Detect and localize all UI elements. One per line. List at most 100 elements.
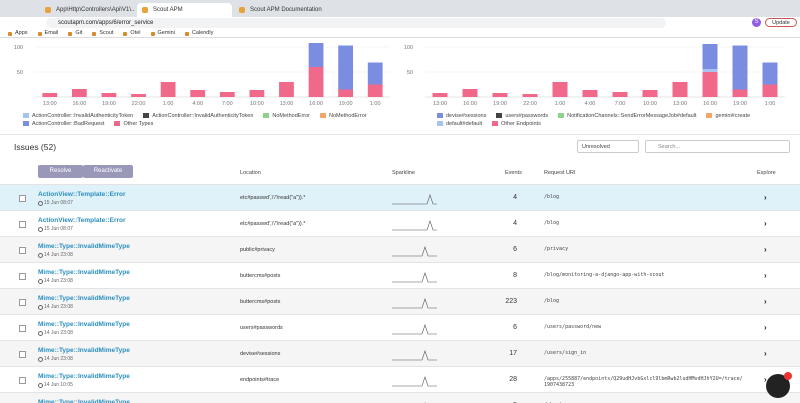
explore-arrow[interactable]: › <box>764 323 767 332</box>
x-tick-label: 19:00 <box>102 101 116 107</box>
request-uri: /blog <box>544 194 560 200</box>
event-count: 4 <box>513 220 517 227</box>
tab[interactable]: Scout APM Documentation <box>234 3 329 17</box>
issue-date: 15 Jun 08:07 <box>38 200 73 206</box>
tab[interactable]: Scout APM <box>137 3 232 17</box>
issue-name[interactable]: Mime::Type::InvalidMimeType <box>38 295 130 302</box>
legend-label: Other Endpoints <box>501 120 541 127</box>
checkbox[interactable] <box>19 299 26 306</box>
profile[interactable]: S <box>752 18 761 27</box>
chart: 50 100 13:00 16:00 19:00 22:00 1:00 4:00 7:00 10:… <box>14 43 390 107</box>
explore-arrow[interactable]: › <box>764 219 767 228</box>
explore-arrow[interactable]: › <box>764 375 767 384</box>
bookmark[interactable]: Scout <box>92 29 113 37</box>
legend-swatch <box>263 113 270 118</box>
issue-row[interactable]: Mime::Type::InvalidMimeType 14 Jun 23:08 d… <box>0 340 800 366</box>
bookmark[interactable]: Gemini <box>150 29 175 37</box>
checkbox[interactable] <box>19 221 26 228</box>
tab[interactable]: App\Http\Controllers\Api\V1\... <box>40 3 135 17</box>
chart: 50 100 13:00 16:00 19:00 22:00 1:00 4:00 7:00 10:… <box>404 44 785 107</box>
issue-row[interactable]: Mime::Type::InvalidMimeType 14 Jun 23:08 u… <box>0 314 800 340</box>
checkbox[interactable] <box>19 273 26 280</box>
column-header: Sparkline <box>392 170 415 176</box>
location: buttercms#posts <box>240 299 281 305</box>
x-tick-label: 1:00 <box>370 101 381 107</box>
issue-name[interactable]: ActionView::Template::Error <box>38 217 126 224</box>
bookmark[interactable]: Apps <box>8 29 28 37</box>
issue-row[interactable]: ActionView::Template::Error 15 Jun 08:07 e… <box>0 184 800 210</box>
bookmark[interactable]: Otel <box>123 29 141 37</box>
bookmark[interactable]: Email <box>37 29 58 37</box>
issue-date: 14 Jun 23:08 <box>38 330 73 336</box>
reactivate-button[interactable]: Reactivate <box>83 165 133 178</box>
sparkline <box>392 246 437 257</box>
bookmark[interactable]: Calendly <box>184 29 213 37</box>
bookmarks-bar: Apps Email Git Scout Otel Gemini Calendly <box>0 29 800 38</box>
checkbox[interactable] <box>19 247 26 254</box>
legend-item: users#passwords <box>496 112 548 119</box>
x-tick-label: 13:00 <box>43 101 57 107</box>
bar-segment <box>71 89 87 97</box>
x-tick-label: 4:00 <box>585 101 596 107</box>
issue-name[interactable]: ActionView::Template::Error <box>38 191 126 198</box>
legend-label: Other Types <box>123 120 154 127</box>
bar-segment <box>432 93 448 97</box>
sparkline-line <box>392 350 437 361</box>
issue-row[interactable]: Mime::Type::InvalidMimeType 14 Jun 23:08 b… <box>0 288 800 314</box>
legend-label: gemini#create <box>715 112 751 119</box>
sparkline <box>392 220 437 231</box>
legend-swatch <box>320 113 327 118</box>
bar-segment <box>702 44 718 69</box>
x-tick-label: 7:00 <box>615 101 626 107</box>
location: devise#sessions <box>240 351 281 357</box>
explore-arrow[interactable]: › <box>764 245 767 254</box>
sparkline-line <box>392 246 437 257</box>
divider <box>0 134 800 135</box>
issue-name[interactable]: Mime::Type::InvalidMimeType <box>38 373 130 380</box>
issue-name[interactable]: Mime::Type::InvalidMimeType <box>38 321 130 328</box>
x-tick-label: 1:00 <box>163 101 174 107</box>
explore-arrow[interactable]: › <box>764 401 767 403</box>
legend-swatch <box>23 113 29 118</box>
issue-name[interactable]: Mime::Type::InvalidMimeType <box>38 399 130 403</box>
status-filter[interactable]: Unresolved <box>577 140 639 153</box>
checkbox[interactable] <box>19 325 26 332</box>
legend: devise#sessions users#passwords Notificati… <box>437 112 787 127</box>
search-input[interactable]: Search... <box>645 140 790 153</box>
legend-item: NotificationChannels::SendErrorMessageJo… <box>558 112 696 119</box>
bar-segment <box>672 82 688 97</box>
issue-row[interactable]: ActionView::Template::Error 15 Jun 08:07 e… <box>0 210 800 236</box>
resolve-button[interactable]: Resolve <box>38 165 83 178</box>
checkbox[interactable] <box>19 377 26 384</box>
update-button[interactable]: Update <box>765 18 797 27</box>
bookmark[interactable]: Git <box>68 29 82 37</box>
bar-segment <box>462 89 478 97</box>
issue-name[interactable]: Mime::Type::InvalidMimeType <box>38 243 130 250</box>
bar-segment <box>702 69 718 72</box>
location: endpoints#trace <box>240 377 280 383</box>
checkbox[interactable] <box>19 351 26 358</box>
location: etc#passwd',\'/'/read("a")}.* <box>240 221 306 227</box>
issue-date: 14 Jun 10:05 <box>38 382 73 388</box>
explore-arrow[interactable]: › <box>764 297 767 306</box>
explore-arrow[interactable]: › <box>764 271 767 280</box>
sparkline-line <box>392 220 437 231</box>
explore-arrow[interactable]: › <box>764 193 767 202</box>
legend-item: devise#sessions <box>437 112 486 119</box>
legend-swatch <box>143 113 150 118</box>
bar-segment <box>582 90 598 97</box>
issue-row[interactable]: Mime::Type::InvalidMimeType 14 Jun 23:08 p… <box>0 236 800 262</box>
issue-name[interactable]: Mime::Type::InvalidMimeType <box>38 347 130 354</box>
issue-name[interactable]: Mime::Type::InvalidMimeType <box>38 269 130 276</box>
legend-label: devise#sessions <box>446 112 487 119</box>
checkbox[interactable] <box>19 195 26 202</box>
event-count: 6 <box>513 246 517 253</box>
explore-arrow[interactable]: › <box>764 349 767 358</box>
x-tick-label: 16:00 <box>703 101 717 107</box>
sparkline <box>392 324 437 335</box>
address-bar[interactable]: scoutapm.com/apps/6/error_service <box>46 18 666 28</box>
issue-row[interactable]: Mime::Type::InvalidMimeType 14 Jun 23:08 b… <box>0 262 800 288</box>
sparkline <box>392 350 437 361</box>
